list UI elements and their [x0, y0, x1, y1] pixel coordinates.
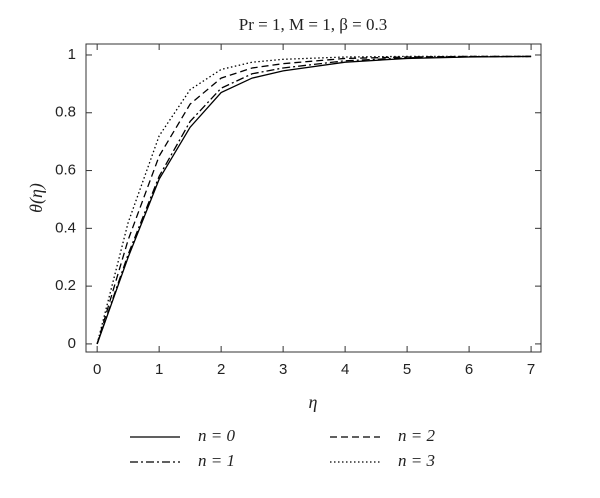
series-line: [96, 55, 532, 345]
y-axis-title: θ(η): [26, 183, 47, 213]
series-line: [96, 55, 532, 345]
x-tick-label: 1: [155, 361, 163, 378]
y-tick-label: 0.6: [55, 162, 76, 179]
legend-label: n = 2: [398, 426, 435, 445]
x-axis-title: η: [309, 392, 318, 412]
legend-label: n = 3: [398, 451, 435, 470]
x-tick-label: 2: [217, 361, 225, 378]
x-tick-label: 4: [341, 361, 349, 378]
x-tick-label: 6: [465, 361, 473, 378]
legend-label: n = 1: [198, 451, 235, 470]
x-tick-label: 5: [403, 361, 411, 378]
y-tick-label: 0.4: [55, 219, 76, 236]
y-tick-label: 0: [68, 335, 76, 352]
chart-title: Pr = 1, M = 1, β = 0.3: [239, 15, 387, 34]
legend-label: n = 0: [198, 426, 235, 445]
y-tick-label: 0.2: [55, 277, 76, 294]
series-line: [96, 55, 532, 345]
y-tick-label: 0.8: [55, 104, 76, 121]
series-line: [96, 55, 532, 345]
x-tick-label: 7: [527, 361, 535, 378]
y-tick-label: 1: [68, 46, 76, 63]
plot-frame: [85, 43, 542, 353]
x-tick-label: 0: [93, 361, 101, 378]
x-tick-label: 3: [279, 361, 287, 378]
